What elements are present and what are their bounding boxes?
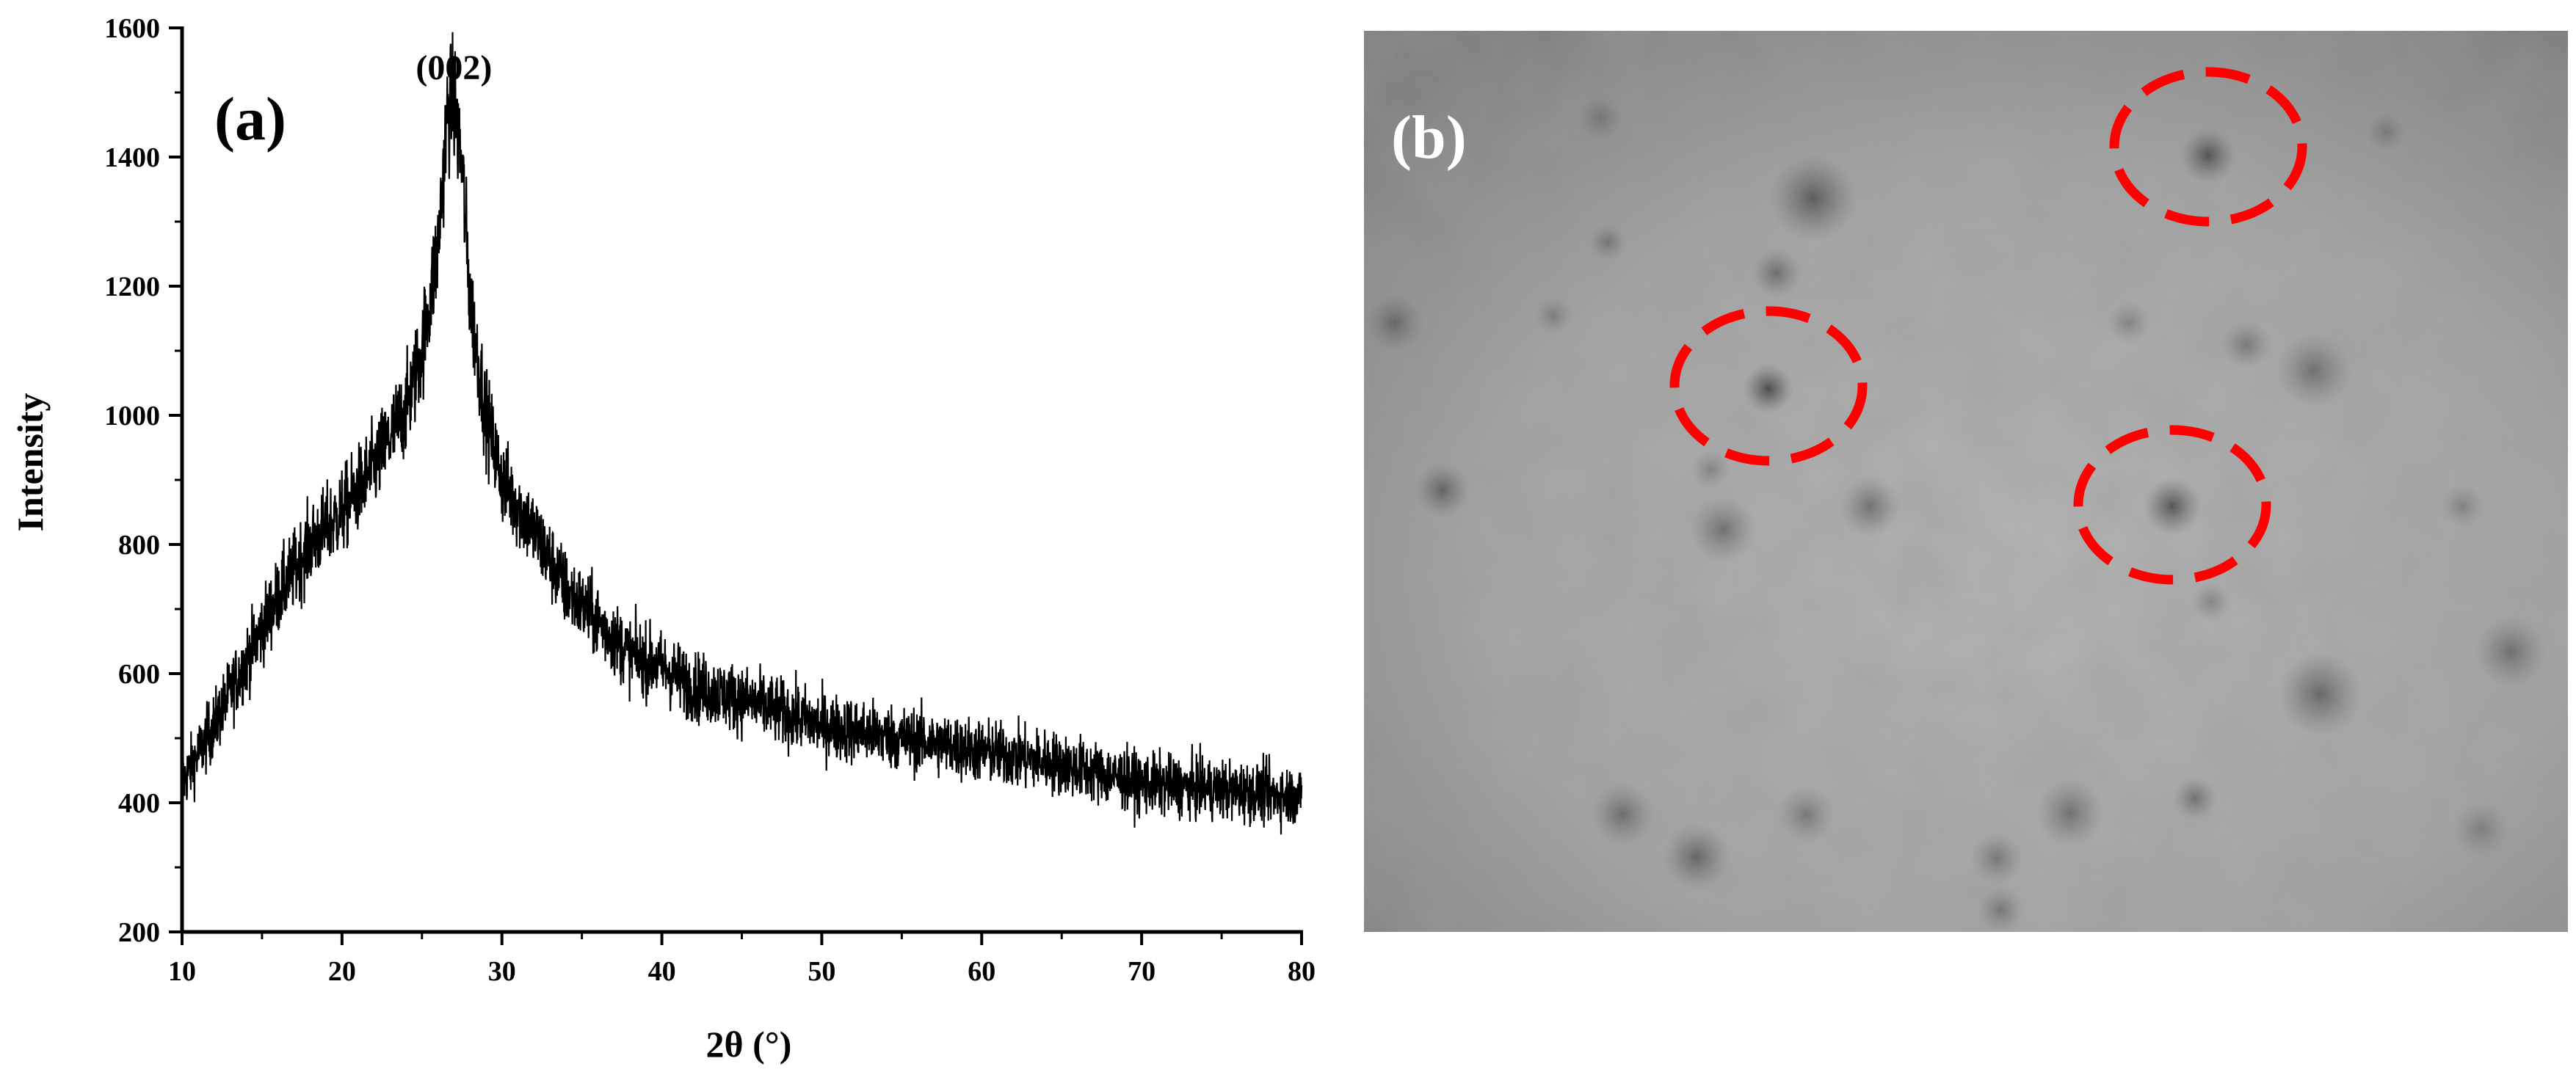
panel-a: 10 20 30 40 50 60 70 80 200 400 600 800 1000 1200 140…	[10, 13, 1316, 1065]
highlight-circle	[2073, 425, 2271, 585]
y-tick-label: 800	[118, 530, 160, 561]
peak-label: (002)	[416, 48, 492, 87]
x-tick-label: 80	[1288, 956, 1316, 987]
x-tick-label: 30	[488, 956, 516, 987]
x-tick-label: 70	[1128, 956, 1155, 987]
plot-area	[181, 32, 1303, 835]
x-tick-label: 20	[328, 956, 356, 987]
y-tick-label: 1200	[104, 272, 160, 302]
highlight-circles	[1669, 67, 2307, 585]
x-tick-label: 40	[648, 956, 676, 987]
x-axis-label: 2θ (°)	[706, 1024, 792, 1065]
micrograph-image	[1364, 31, 2568, 932]
y-tick-label: 400	[118, 788, 160, 819]
y-tick-label: 1600	[104, 13, 160, 44]
highlight-circle	[1669, 306, 1868, 466]
x-tick-label: 60	[968, 956, 995, 987]
panel-b: (b)	[1364, 31, 2568, 932]
y-axis-label: Intensity	[10, 393, 51, 532]
data-line	[181, 32, 1303, 835]
panel-b-label: (b)	[1391, 103, 1467, 172]
x-tick-label: 10	[168, 956, 196, 987]
highlight-circle	[2109, 67, 2307, 227]
y-tick-label: 1000	[104, 401, 160, 431]
x-ticks: 10 20 30 40 50 60 70 80	[168, 932, 1316, 987]
panel-a-label: (a)	[214, 85, 286, 153]
y-tick-label: 200	[118, 917, 160, 948]
y-ticks: 200 400 600 800 1000 1200 1400 1600	[104, 13, 182, 948]
y-tick-label: 600	[118, 659, 160, 690]
y-tick-label: 1400	[104, 142, 160, 173]
x-tick-label: 50	[808, 956, 835, 987]
